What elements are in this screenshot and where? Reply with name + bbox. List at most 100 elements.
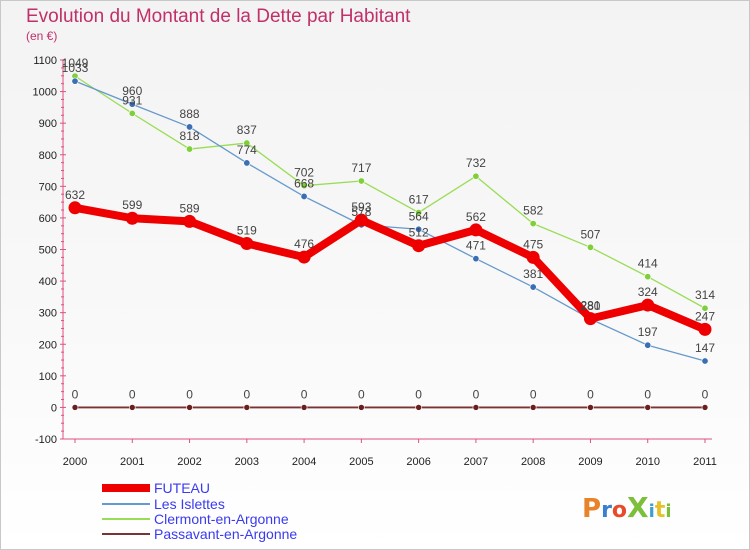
data-point (469, 223, 483, 237)
legend-item: Passavant-en-Argonne (102, 526, 297, 542)
data-label: 147 (695, 341, 715, 355)
y-tick-label: 900 (39, 118, 57, 130)
x-tick-label: 2002 (177, 456, 201, 468)
y-tick-label: 600 (39, 213, 57, 225)
data-point (641, 298, 655, 312)
data-point (243, 159, 251, 167)
chart-subtitle: (en €) (26, 29, 57, 43)
legend-label: Les Islettes (154, 496, 225, 512)
data-label: 1033 (62, 61, 89, 75)
data-label: 960 (122, 84, 142, 98)
data-point (243, 404, 251, 411)
logo-letter: r (601, 498, 612, 523)
y-tick-label: 1100 (33, 55, 57, 67)
data-label: 818 (180, 129, 200, 143)
y-tick-label: 200 (39, 339, 57, 351)
data-label: 774 (237, 143, 257, 157)
data-point (300, 182, 308, 190)
data-point (529, 220, 537, 228)
data-point (529, 404, 537, 411)
data-point (472, 255, 480, 263)
logo-text: ProXiti (582, 491, 672, 524)
data-label: 381 (523, 267, 543, 281)
y-tick-label: 1000 (33, 87, 57, 99)
logo-letter: t (655, 498, 666, 523)
data-point (701, 357, 709, 365)
data-label: 471 (466, 239, 486, 253)
chart-title: Evolution du Montant de la Dette par Hab… (26, 6, 411, 27)
data-label: 414 (638, 257, 658, 271)
data-label: 0 (702, 387, 709, 401)
x-tick-label: 2010 (635, 456, 659, 468)
data-point (358, 404, 365, 411)
y-tick-label: 700 (39, 181, 57, 193)
data-label: 599 (122, 198, 142, 212)
data-point (68, 201, 82, 215)
axes: -100010020030040050060070080090010001100… (33, 55, 717, 468)
data-point (240, 236, 254, 250)
data-label: 1049 (62, 56, 89, 70)
x-tick-label: 2003 (235, 456, 259, 468)
series-layer (68, 72, 712, 411)
legend-label: Passavant-en-Argonne (154, 526, 297, 542)
data-point (71, 404, 79, 411)
x-tick-label: 2006 (406, 456, 430, 468)
data-label: 837 (237, 123, 257, 137)
y-tick-label: 400 (39, 276, 57, 288)
data-label: 512 (409, 226, 429, 240)
data-point (354, 213, 368, 227)
logo-letter: P (582, 494, 601, 524)
data-label: 617 (409, 193, 429, 207)
data-label: 281 (580, 299, 600, 313)
data-point (71, 77, 79, 85)
data-point (644, 273, 652, 281)
data-label: 562 (466, 210, 486, 224)
data-label: 931 (122, 93, 142, 107)
legend-item: FUTEAU (102, 480, 210, 496)
data-point (297, 250, 311, 264)
data-point (583, 312, 597, 326)
x-tick-label: 2001 (120, 456, 144, 468)
x-tick-label: 2007 (464, 456, 488, 468)
data-label: 888 (180, 107, 200, 121)
data-point (526, 250, 540, 264)
data-label: 593 (351, 200, 371, 214)
data-labels: 0 0 0 0 0 0 0 0 0 0 0 0 1049 931 818 837 702 717 617 732 582… (62, 56, 716, 401)
data-label: 564 (409, 209, 429, 223)
data-point (128, 109, 136, 117)
data-point (586, 243, 594, 251)
logo-letter: o (612, 498, 627, 523)
data-point (472, 172, 480, 180)
data-point (644, 341, 652, 349)
data-point (415, 225, 423, 233)
data-label: 632 (65, 188, 85, 202)
y-tick-label: 0 (51, 402, 57, 414)
data-point (300, 404, 308, 411)
data-label: 578 (351, 205, 371, 219)
data-point (186, 123, 194, 131)
data-label: 247 (695, 309, 715, 323)
data-point (412, 239, 426, 253)
series-clermont-en-argonne (71, 72, 709, 312)
data-point (472, 404, 480, 411)
data-label: 0 (72, 387, 79, 401)
data-label: 0 (587, 387, 594, 401)
data-point (183, 214, 197, 228)
legend-label: FUTEAU (154, 480, 210, 496)
data-point (701, 404, 709, 411)
data-label: 668 (294, 176, 314, 190)
data-point (701, 304, 709, 312)
data-label: 197 (638, 325, 658, 339)
legend-label: Clermont-en-Argonne (154, 511, 289, 527)
logo-letter: i (649, 501, 655, 522)
data-label: 314 (695, 288, 715, 302)
series-passavant-en-argonne (71, 404, 709, 411)
data-point (243, 139, 251, 147)
data-label: 0 (644, 387, 651, 401)
y-tick-label: 100 (39, 371, 57, 383)
data-point (186, 404, 193, 411)
x-tick-label: 2005 (349, 456, 373, 468)
